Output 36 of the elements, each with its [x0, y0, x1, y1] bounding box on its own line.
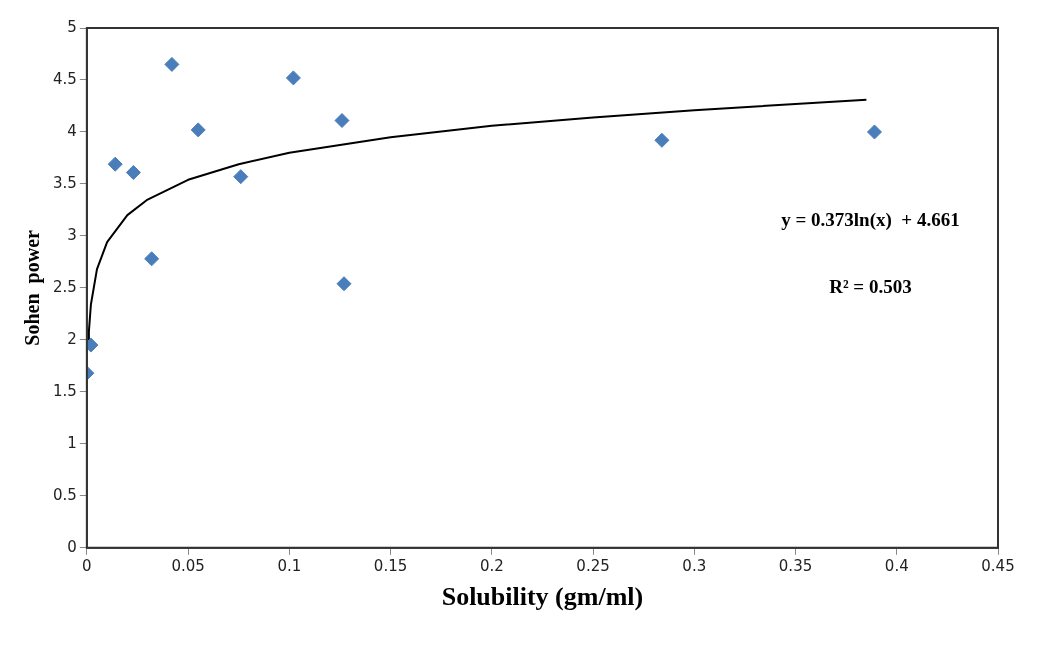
point — [125, 165, 141, 180]
y-tick-label: 0.5 — [53, 485, 77, 504]
x-tick-label: 0.3 — [682, 556, 707, 575]
x-tick-label: 0.1 — [277, 556, 302, 575]
x-tick-label: 0.2 — [479, 556, 504, 575]
x-axis-title: Solubility (gm/ml) — [441, 582, 644, 612]
y-tick-label: 2 — [67, 329, 77, 348]
point — [336, 276, 352, 292]
x-tick-label: 0.45 — [981, 556, 1015, 575]
point — [654, 132, 670, 148]
point — [866, 124, 882, 140]
x-tick-label: 0.35 — [778, 556, 813, 575]
y-tick-label: 1.5 — [53, 381, 77, 400]
x-tick-label: 0.4 — [884, 556, 909, 575]
y-axis-title: Sohen power — [21, 230, 45, 346]
y-tick-label: 4 — [67, 121, 77, 140]
x-tick-label: 0.15 — [373, 556, 408, 575]
x-tick-label: 0.25 — [576, 556, 610, 575]
point — [285, 70, 301, 86]
annotation: R² = 0.503 — [829, 276, 912, 298]
annotation: y = 0.373ln(x) + 4.661 — [781, 208, 960, 231]
point — [164, 56, 180, 72]
point — [190, 122, 206, 138]
y-tick-label: 0 — [67, 537, 77, 556]
point — [233, 169, 249, 185]
point — [144, 251, 160, 267]
y-tick-label: 5 — [67, 17, 77, 36]
y-tick-label: 3.5 — [53, 173, 77, 192]
point — [107, 156, 123, 172]
y-tick-label: 1 — [67, 433, 77, 452]
x-tick-label: 0 — [82, 556, 92, 575]
y-tick-label: 4.5 — [53, 69, 77, 88]
x-tick-label: 0.05 — [171, 556, 205, 575]
y-tick-label: 2.5 — [53, 277, 77, 296]
y-tick-label: 3 — [67, 225, 77, 244]
point — [334, 113, 350, 129]
